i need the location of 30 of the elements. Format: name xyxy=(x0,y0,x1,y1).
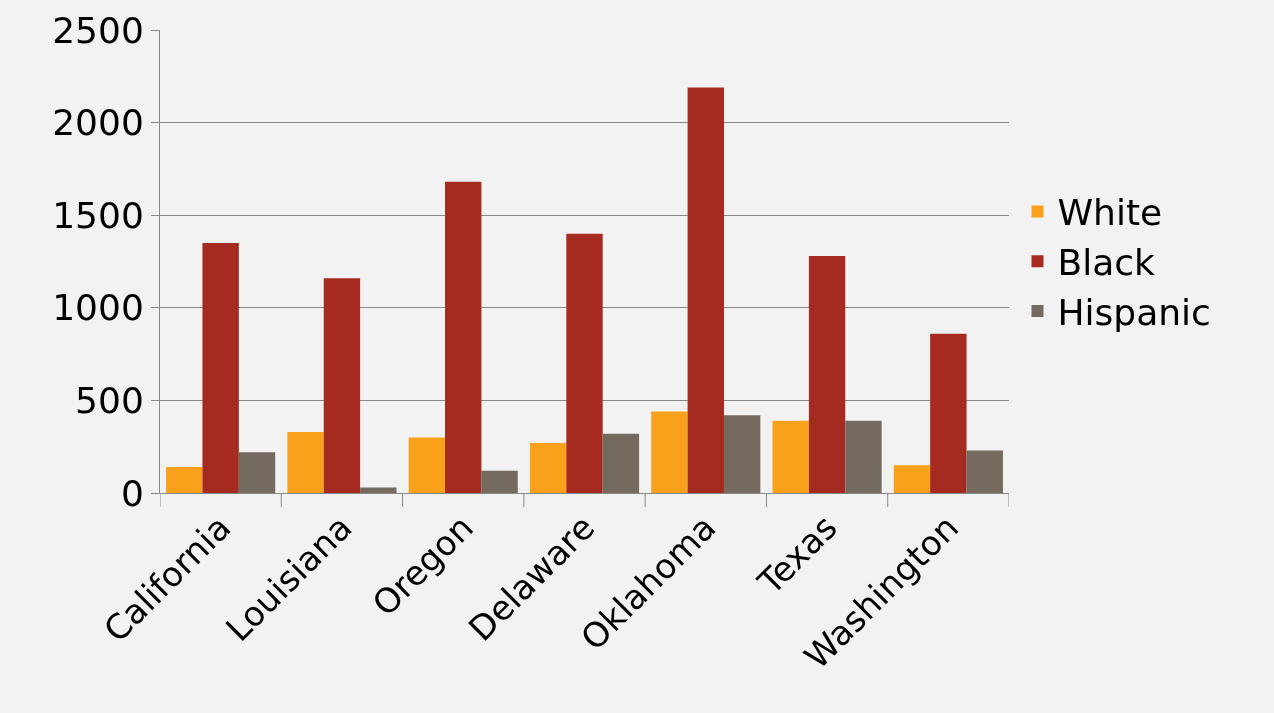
bar xyxy=(287,431,324,493)
bar xyxy=(687,87,724,493)
y-tick-label: 2000 xyxy=(52,102,144,144)
y-tick-label: 0 xyxy=(120,472,144,514)
bar xyxy=(566,233,603,493)
legend-label: Hispanic xyxy=(1057,292,1211,334)
legend-label: White xyxy=(1057,192,1163,234)
bar xyxy=(651,411,688,493)
y-tick-label: 1000 xyxy=(52,287,144,329)
bar xyxy=(772,420,809,493)
bar xyxy=(360,487,397,493)
bar xyxy=(602,433,640,493)
bar xyxy=(723,415,761,493)
bar xyxy=(323,278,361,493)
bar xyxy=(529,443,567,493)
bar xyxy=(445,181,482,493)
y-tick-label: 500 xyxy=(75,380,144,421)
bar xyxy=(238,452,276,493)
legend-label: Black xyxy=(1057,242,1156,284)
bar xyxy=(893,465,931,493)
bar xyxy=(408,437,446,493)
bar xyxy=(966,450,1003,493)
bar xyxy=(930,333,967,493)
y-tick-label: 2500 xyxy=(52,9,144,51)
bar xyxy=(166,467,203,493)
bar xyxy=(202,242,239,493)
bar xyxy=(481,470,518,493)
bar xyxy=(845,420,882,493)
bar xyxy=(808,255,846,493)
y-tick-label: 1500 xyxy=(52,194,144,236)
